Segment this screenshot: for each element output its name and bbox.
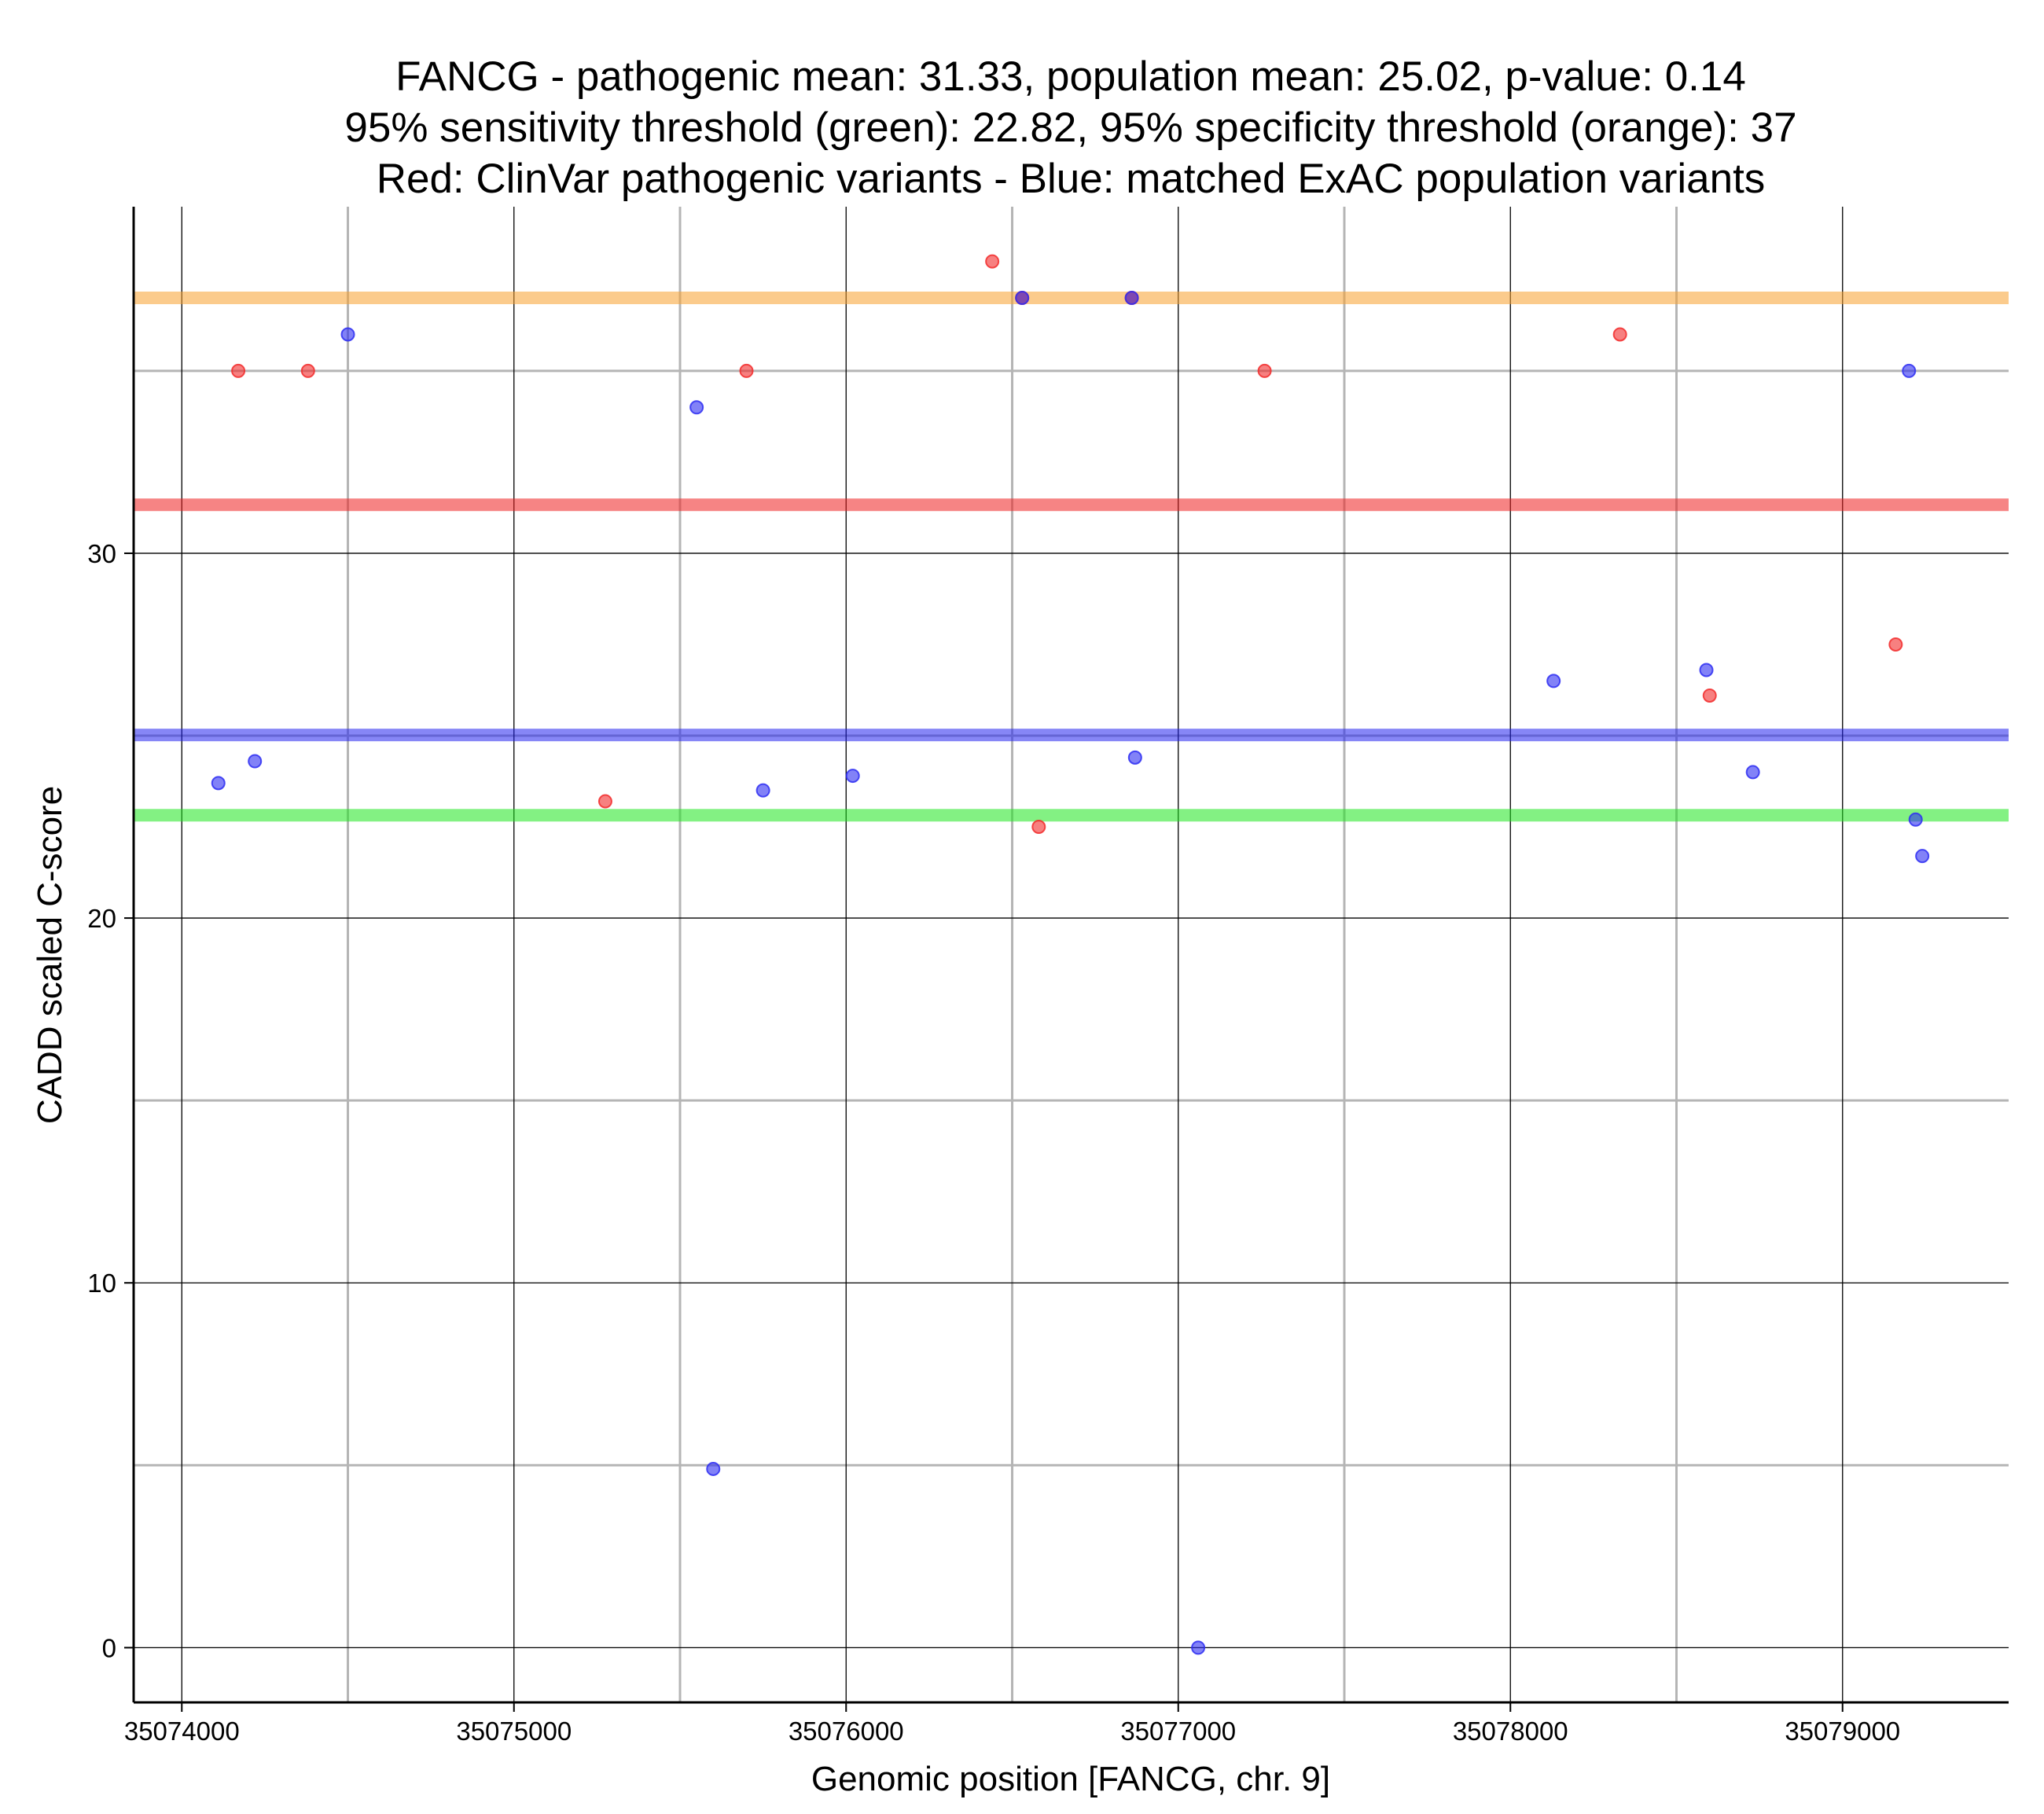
population-variant-point: [211, 776, 226, 791]
pathogenic-variant-point: [1612, 327, 1627, 342]
y-axis-label: CADD scaled C-score: [31, 786, 69, 1124]
pathogenic-variant-point: [1888, 637, 1903, 652]
x-tick-label: 35074000: [124, 1717, 240, 1746]
reference-lines: [134, 292, 2009, 822]
population-variant-point: [1915, 849, 1930, 864]
pathogenic-variant-point: [985, 254, 1000, 269]
pathogenic-variant-point: [1031, 820, 1046, 835]
population-variant-point: [755, 783, 770, 798]
population-variant-point: [1902, 363, 1917, 378]
data-points: [211, 254, 1930, 1655]
population-variant-point: [689, 400, 704, 415]
population-variant-point: [706, 1461, 721, 1476]
population-variant-point: [1745, 765, 1760, 780]
population-variant-point: [1699, 663, 1714, 677]
y-tick-label: 0: [102, 1633, 116, 1662]
population-variant-point: [1124, 291, 1139, 306]
population-variant-point: [1015, 291, 1030, 306]
pathogenic-variant-point: [1257, 363, 1272, 378]
grid-lines: [134, 207, 2009, 1702]
title-line-2: 95% sensitivity threshold (green): 22.82…: [344, 105, 1796, 151]
y-tick-label: 10: [87, 1269, 116, 1298]
x-tick-label: 35076000: [789, 1717, 904, 1746]
pathogenic-variant-point: [739, 363, 754, 378]
axes: [132, 207, 2009, 1704]
x-axis-label: Genomic position [FANCG, chr. 9]: [811, 1760, 1330, 1798]
pathogenic-variant-point: [597, 794, 612, 809]
x-tick-label: 35075000: [456, 1717, 572, 1746]
population-variant-point: [1546, 674, 1561, 689]
title-line-3: Red: ClinVar pathogenic variants - Blue:…: [377, 156, 1766, 202]
population-variant-point: [1191, 1640, 1206, 1655]
pathogenic-variant-point: [300, 363, 315, 378]
y-tick-label: 20: [87, 904, 116, 933]
population-variant-point: [248, 754, 263, 769]
population-variant-point: [340, 327, 355, 342]
axis-ticks: 35074000 35075000 35076000 35077000 35078000…: [87, 539, 1900, 1746]
population-variant-point: [845, 769, 860, 784]
x-tick-label: 35078000: [1453, 1717, 1568, 1746]
title-line-1: FANCG - pathogenic mean: 31.33, populati…: [395, 53, 1746, 100]
pathogenic-variant-point: [1702, 688, 1717, 703]
pathogenic-variant-point: [231, 363, 246, 378]
x-tick-label: 35077000: [1120, 1717, 1236, 1746]
x-tick-label: 35079000: [1785, 1717, 1900, 1746]
population-variant-point: [1908, 812, 1923, 827]
population-variant-point: [1127, 750, 1142, 765]
chart-title: FANCG - pathogenic mean: 31.33, populati…: [344, 53, 1796, 202]
y-tick-label: 30: [87, 539, 116, 568]
